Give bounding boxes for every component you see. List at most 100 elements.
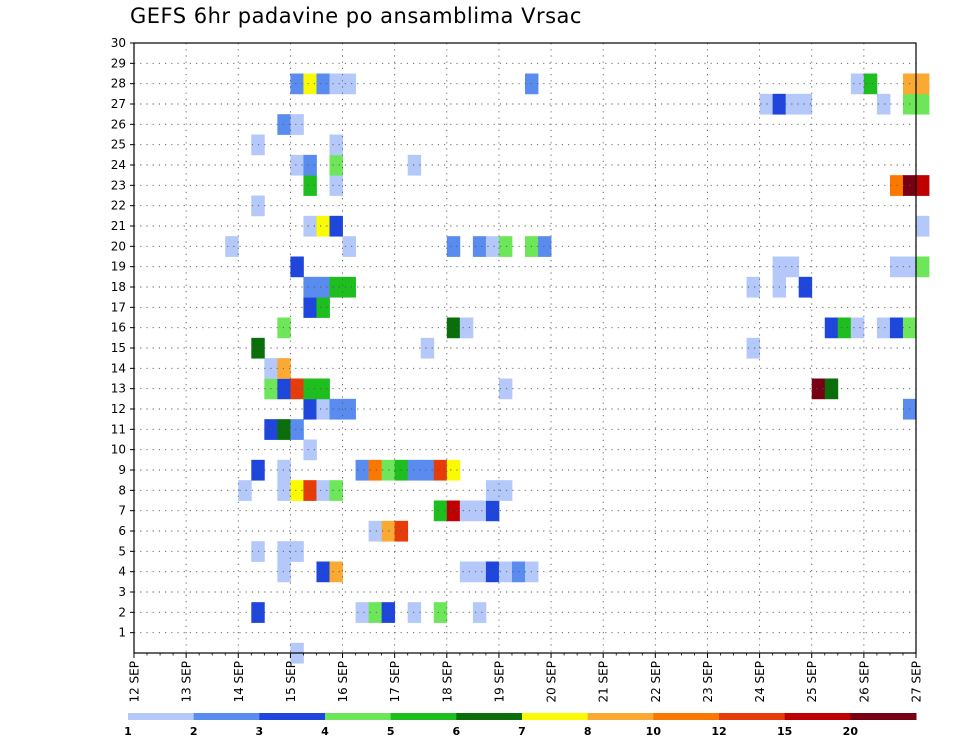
heatmap-cell bbox=[850, 317, 865, 339]
heatmap-cell bbox=[498, 236, 513, 257]
heatmap-cell bbox=[329, 561, 343, 583]
heatmap-cell bbox=[355, 602, 369, 623]
heatmap-cell bbox=[433, 500, 448, 522]
colorbar-swatch bbox=[719, 713, 786, 720]
heatmap-cell bbox=[446, 317, 461, 339]
colorbar-label: 6 bbox=[453, 725, 461, 738]
heatmap-cell bbox=[759, 93, 774, 115]
y-tick-label: 17 bbox=[111, 300, 126, 314]
heatmap-cell bbox=[407, 459, 422, 481]
heatmap-cell bbox=[316, 276, 330, 298]
heatmap-cell bbox=[368, 602, 383, 623]
colorbar-label: 7 bbox=[518, 725, 526, 738]
heatmap-cell bbox=[472, 602, 487, 623]
heatmap-cell bbox=[837, 317, 852, 339]
colorbar-swatch bbox=[587, 713, 654, 720]
chart-title: GEFS 6hr padavine po ansamblima Vrsac bbox=[130, 4, 582, 28]
y-tick-label: 18 bbox=[111, 280, 126, 294]
x-tick-label: 24 SEP bbox=[753, 661, 767, 703]
heatmap-cell bbox=[746, 337, 760, 359]
heatmap-cell bbox=[316, 297, 330, 318]
heatmap-cell bbox=[290, 541, 304, 562]
colorbar-swatch bbox=[522, 713, 589, 720]
y-tick-label: 26 bbox=[111, 117, 126, 131]
x-tick-label: 23 SEP bbox=[701, 661, 715, 703]
heatmap-cell bbox=[746, 276, 760, 298]
cells-layer bbox=[225, 73, 930, 664]
y-tick-label: 29 bbox=[111, 56, 126, 70]
heatmap-cell bbox=[329, 73, 343, 95]
heatmap-cell bbox=[303, 73, 317, 95]
y-tick-label: 19 bbox=[111, 260, 126, 274]
heatmap-cell bbox=[303, 378, 317, 400]
heatmap-cell bbox=[824, 317, 839, 339]
heatmap-cell bbox=[238, 480, 252, 501]
heatmap-cell bbox=[420, 459, 435, 481]
heatmap-cell bbox=[290, 378, 304, 400]
colorbar-label: 1 bbox=[124, 725, 132, 738]
heatmap-cell bbox=[407, 602, 422, 623]
y-axis: 1234567891011121314151617181920212223242… bbox=[111, 36, 134, 640]
heatmap-cell bbox=[485, 500, 500, 522]
colorbar-label: 4 bbox=[321, 725, 329, 738]
y-tick-label: 23 bbox=[111, 178, 126, 192]
heatmap-cell bbox=[277, 480, 291, 501]
colorbar-label: 5 bbox=[387, 725, 395, 738]
heatmap-cell bbox=[498, 480, 513, 501]
heatmap-cell bbox=[225, 236, 239, 257]
heatmap-cell bbox=[329, 480, 343, 501]
y-tick-label: 2 bbox=[118, 605, 126, 619]
heatmap-cell bbox=[277, 459, 291, 481]
y-tick-label: 4 bbox=[118, 565, 126, 579]
heatmap-cell bbox=[277, 358, 291, 379]
heatmap-cell bbox=[303, 398, 317, 420]
heatmap-cell bbox=[329, 215, 343, 237]
colorbar-swatch bbox=[850, 713, 917, 720]
y-tick-label: 6 bbox=[118, 524, 126, 538]
y-tick-label: 11 bbox=[111, 422, 126, 436]
heatmap-cell bbox=[290, 73, 304, 95]
heatmap-cell bbox=[916, 175, 930, 196]
heatmap-cell bbox=[876, 93, 891, 115]
heatmap-cell bbox=[798, 276, 813, 298]
heatmap-cell bbox=[342, 73, 356, 95]
colorbar-swatch bbox=[259, 713, 326, 720]
colorbar-swatch bbox=[325, 713, 392, 720]
heatmap-cell bbox=[472, 236, 487, 257]
y-tick-label: 22 bbox=[111, 199, 126, 213]
y-tick-label: 9 bbox=[118, 463, 126, 477]
x-tick-label: 13 SEP bbox=[180, 661, 194, 703]
heatmap-cell bbox=[433, 459, 448, 481]
heatmap-cell bbox=[342, 398, 356, 420]
y-tick-label: 13 bbox=[111, 382, 126, 396]
heatmap-cell bbox=[368, 459, 383, 481]
heatmap-cell bbox=[303, 297, 317, 318]
heatmap-cell bbox=[459, 561, 474, 583]
heatmap-cell bbox=[798, 93, 813, 115]
heatmap-cell bbox=[316, 73, 330, 95]
colorbar-swatch bbox=[390, 713, 457, 720]
y-tick-label: 3 bbox=[118, 585, 126, 599]
heatmap-cell bbox=[316, 561, 330, 583]
heatmap-cell bbox=[316, 480, 330, 501]
heatmap-cell bbox=[916, 73, 930, 95]
heatmap-cell bbox=[303, 439, 317, 461]
y-tick-label: 25 bbox=[111, 138, 126, 152]
heatmap-cell bbox=[355, 459, 369, 481]
x-tick-label: 16 SEP bbox=[336, 661, 350, 703]
heatmap-cell bbox=[290, 114, 304, 135]
y-tick-label: 1 bbox=[118, 626, 126, 640]
heatmap-cell bbox=[329, 398, 343, 420]
colorbar-label: 12 bbox=[711, 725, 726, 738]
heatmap-cell bbox=[824, 378, 839, 400]
heatmap-cell bbox=[485, 561, 500, 583]
heatmap-cell bbox=[916, 93, 930, 115]
heatmap-cell bbox=[277, 541, 291, 562]
y-tick-label: 8 bbox=[118, 483, 126, 497]
heatmap-cell bbox=[876, 317, 891, 339]
heatmap-cell bbox=[538, 236, 552, 257]
heatmap-cell bbox=[446, 500, 461, 522]
heatmap-cell bbox=[446, 459, 461, 481]
y-tick-label: 27 bbox=[111, 97, 126, 111]
